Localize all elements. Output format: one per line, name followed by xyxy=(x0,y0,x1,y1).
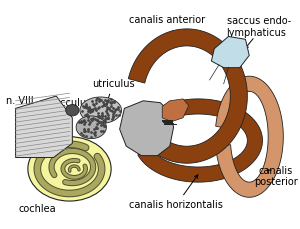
Polygon shape xyxy=(138,99,262,182)
Polygon shape xyxy=(76,116,106,139)
Text: canalis horizontalis: canalis horizontalis xyxy=(130,175,223,210)
Text: n. VIII: n. VIII xyxy=(6,96,34,124)
Ellipse shape xyxy=(66,105,79,116)
Text: canalis
posterior: canalis posterior xyxy=(254,166,298,187)
Text: saccus endo-
lymphaticus: saccus endo- lymphaticus xyxy=(226,16,291,38)
Polygon shape xyxy=(120,101,174,156)
Text: canalis anterior: canalis anterior xyxy=(129,15,205,39)
Text: cochlea: cochlea xyxy=(19,204,56,214)
Text: sacculus: sacculus xyxy=(49,98,92,119)
Polygon shape xyxy=(16,96,72,158)
Polygon shape xyxy=(128,29,247,163)
Polygon shape xyxy=(80,97,122,123)
Polygon shape xyxy=(216,76,283,197)
Ellipse shape xyxy=(28,137,111,201)
Polygon shape xyxy=(212,36,249,68)
Polygon shape xyxy=(162,99,189,122)
Text: utriculus: utriculus xyxy=(92,79,134,104)
